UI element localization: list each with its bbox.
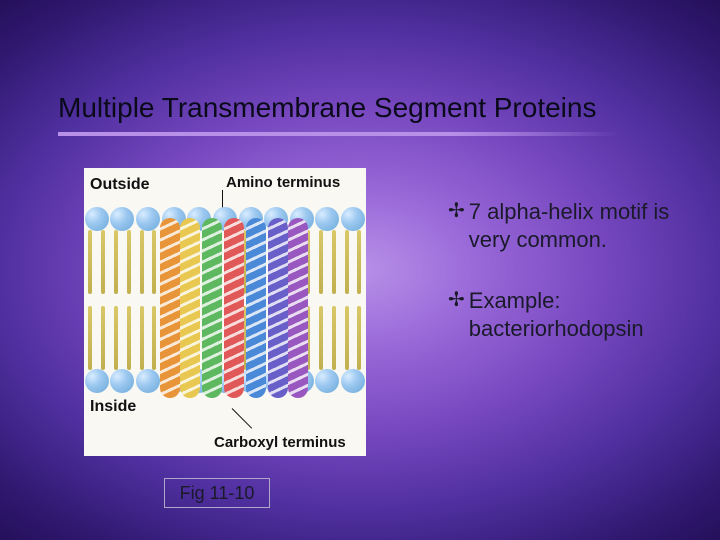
lipid-tail [88,230,92,294]
lipid-tail [114,230,118,294]
lipid-tail [152,306,156,370]
lipid-tail [332,306,336,370]
bullet-text: 7 alpha-helix motif is very common. [469,198,686,253]
list-item: ✢ Example: bacteriorhodopsin [448,287,686,342]
lipid-tail [127,230,131,294]
alpha-helix [288,218,308,398]
lipid-tail [152,230,156,294]
slide-title: Multiple Transmembrane Segment Proteins [58,92,596,124]
bullet-text: Example: bacteriorhodopsin [469,287,686,342]
figure-label-outside: Outside [90,176,150,194]
title-underline [58,132,618,136]
figure-caption: Fig 11-10 [180,483,255,504]
lipid-head [136,369,160,393]
pointer-carboxyl [232,408,253,429]
lipid-head [341,207,365,231]
alpha-helix [202,218,222,398]
lipid-head [85,369,109,393]
lipid-head [110,207,134,231]
figure-caption-box: Fig 11-10 [164,478,270,508]
lipid-head [136,207,160,231]
lipid-tail [345,230,349,294]
lipid-tail [140,230,144,294]
figure-label-inside: Inside [90,398,136,416]
lipid-tail [140,306,144,370]
lipid-tail [357,230,361,294]
figure-label-amino: Amino terminus [226,174,340,191]
bullet-icon: ✢ [448,287,465,313]
list-item: ✢ 7 alpha-helix motif is very common. [448,198,686,253]
lipid-tail [101,230,105,294]
bullet-list: ✢ 7 alpha-helix motif is very common. ✢ … [448,198,686,376]
lipid-head [85,207,109,231]
lipid-head [341,369,365,393]
lipid-tail [114,306,118,370]
lipid-tail [345,306,349,370]
lipid-head [110,369,134,393]
alpha-helix [180,218,200,398]
lipid-tail [88,306,92,370]
alpha-helix [160,218,180,398]
alpha-helix [246,218,266,398]
lipid-tail [101,306,105,370]
figure-illustration: Outside Amino terminus Inside Carboxyl t… [84,168,366,456]
lipid-tail [127,306,131,370]
alpha-helix [224,218,244,398]
alpha-helix [268,218,288,398]
lipid-tail [357,306,361,370]
helix-bundle [160,208,320,408]
lipid-tail [332,230,336,294]
figure-label-carboxyl: Carboxyl terminus [214,434,346,451]
bullet-icon: ✢ [448,198,465,224]
